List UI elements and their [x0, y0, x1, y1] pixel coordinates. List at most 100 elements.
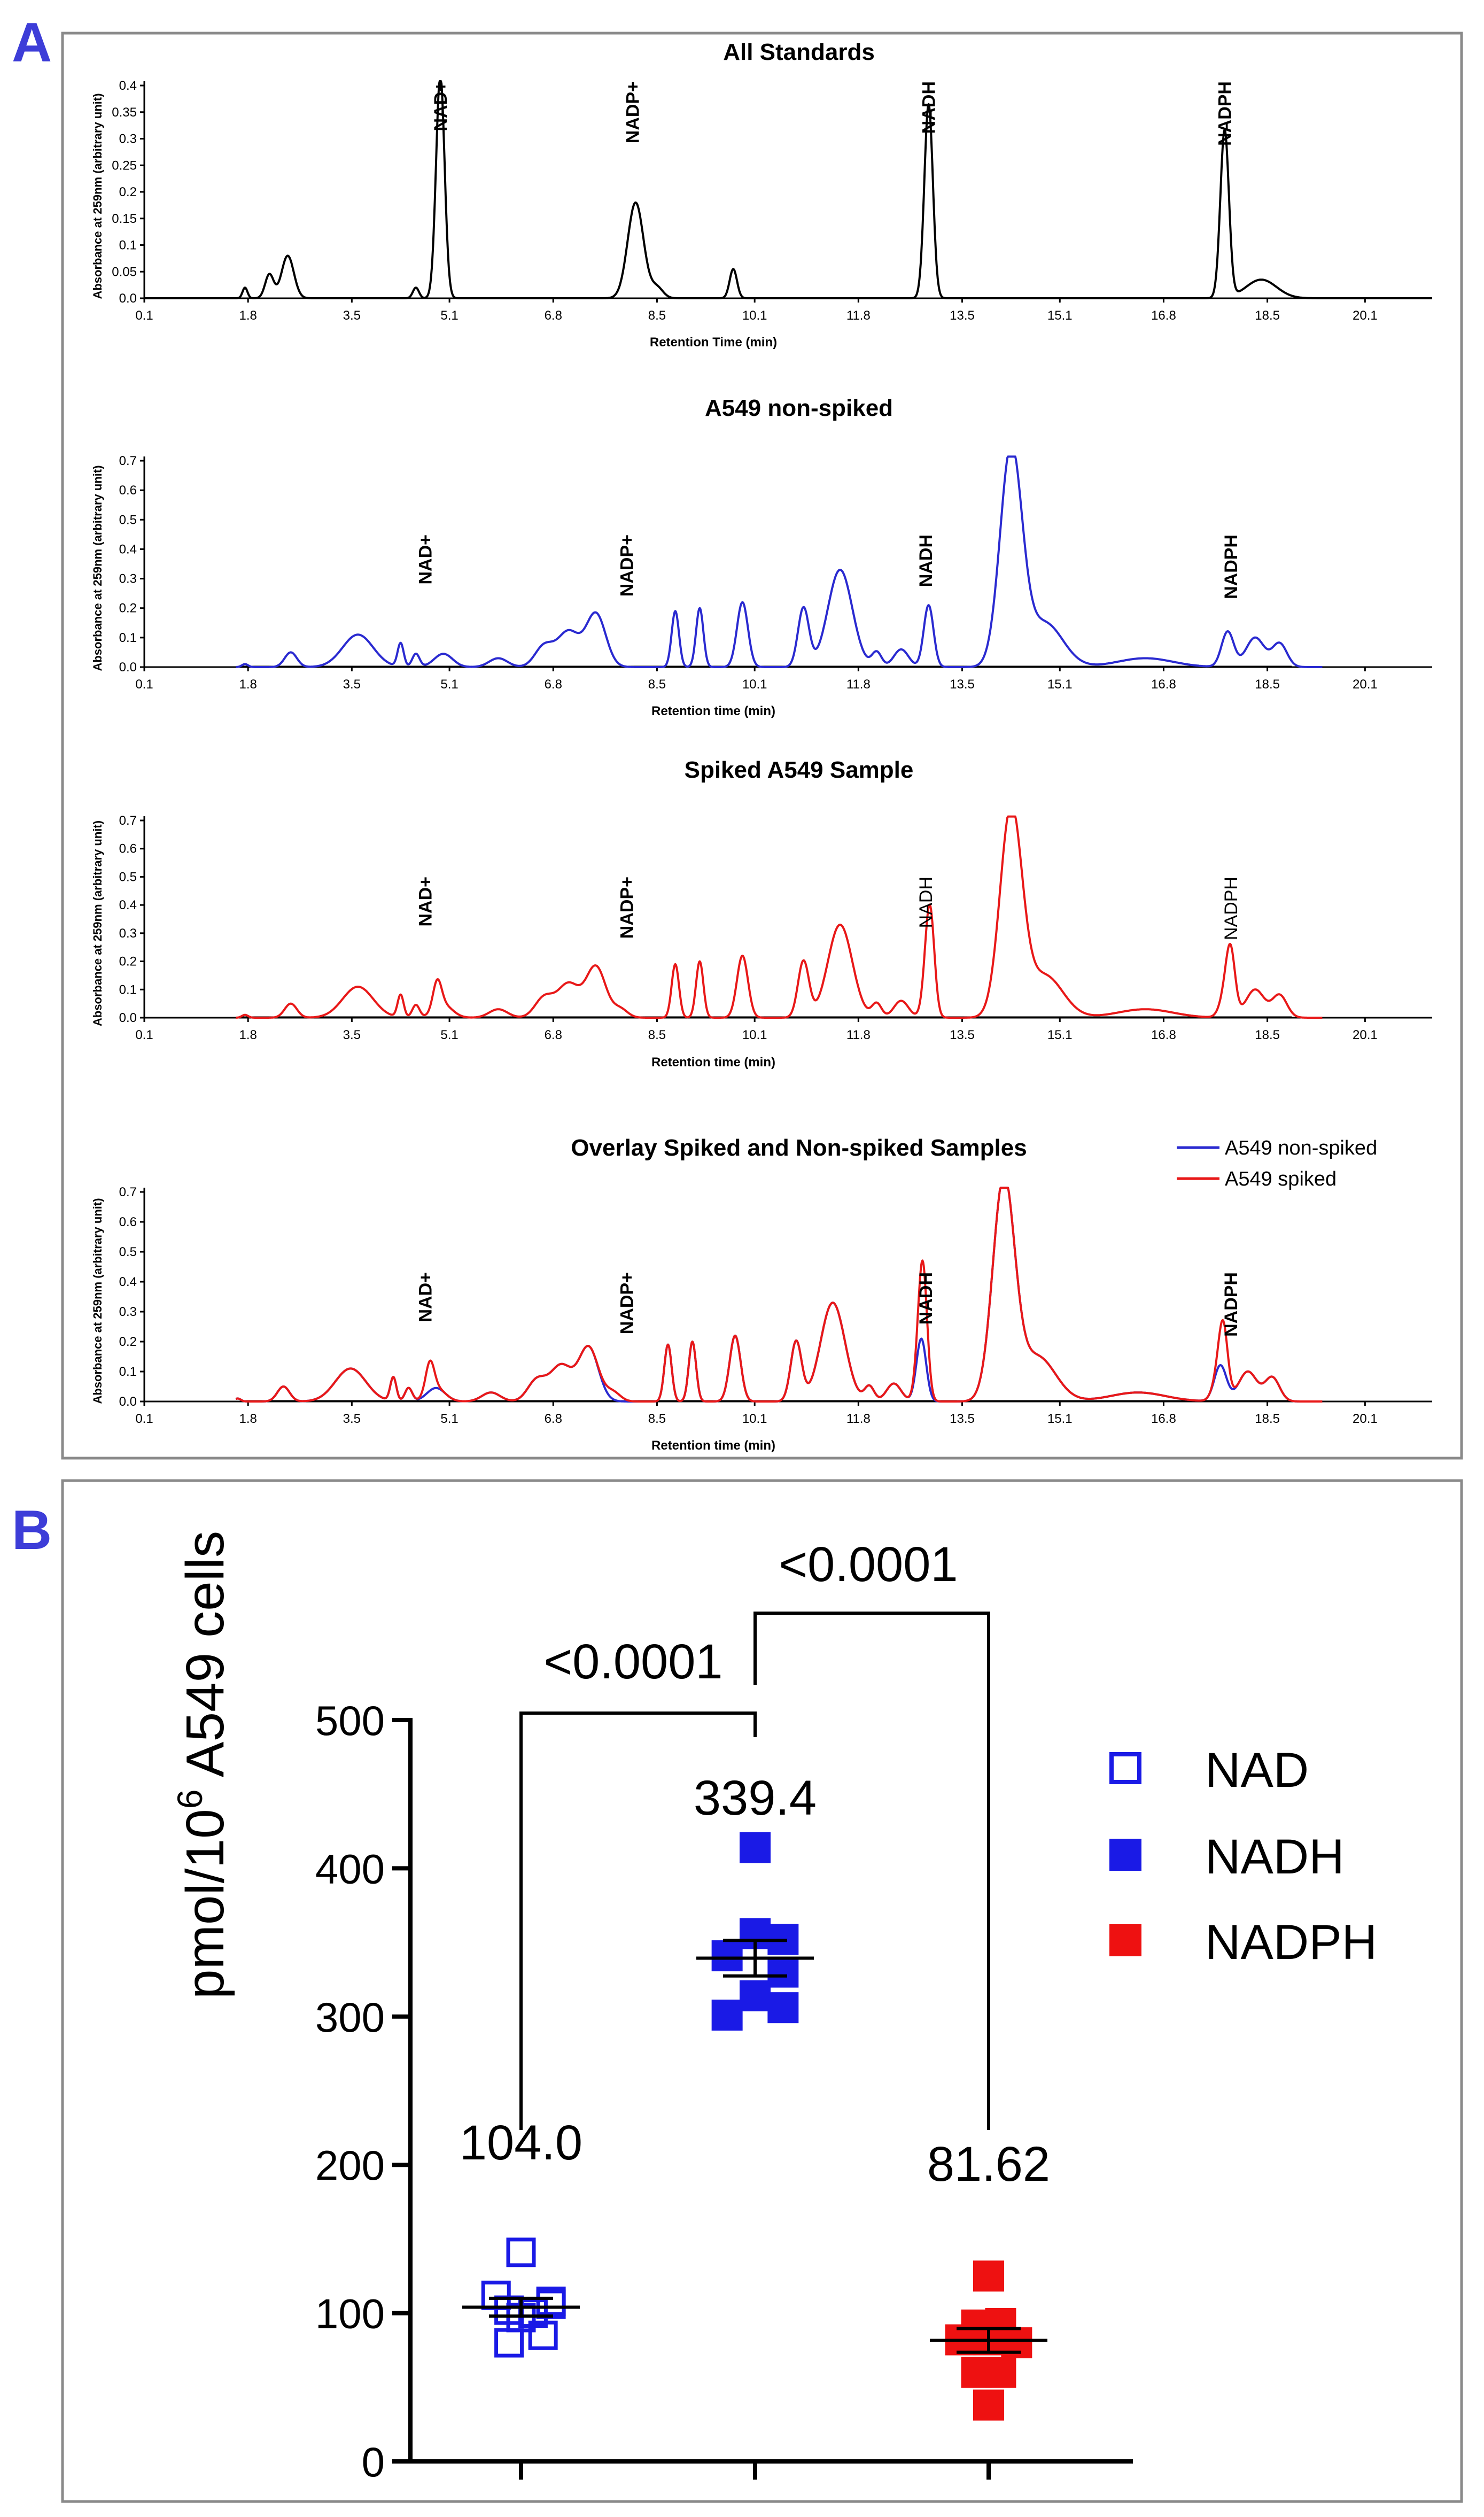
x-tick-label: 13.5 [950, 1412, 975, 1426]
comparison-bracket-nad-nadh [519, 1711, 757, 2130]
y-tick-label: 0.2 [119, 1335, 137, 1349]
data-point-nad [528, 2320, 558, 2350]
series-line-a549-spiked [235, 1187, 1323, 1403]
x-tick-label: 10.1 [742, 1412, 767, 1426]
data-point-nad [494, 2328, 524, 2358]
panel-a-frame [61, 32, 1463, 1460]
x-tick-label: 6.8 [545, 1412, 562, 1426]
legend-label-spiked: A549 spiked [1225, 1168, 1337, 1190]
x-tick-label: 16.8 [1151, 677, 1176, 692]
y-tick-label: 0.4 [119, 1275, 137, 1289]
x-axis-title: Retention time (min) [651, 704, 775, 718]
y-axis-title: Absorbance at 259nm (arbitrary unit) [91, 820, 104, 1026]
x-tick-label: 6.8 [545, 1028, 562, 1042]
b-y-tick-label: 200 [315, 2142, 385, 2189]
x-tick-label: 0.1 [135, 1028, 153, 1042]
x-tick-label: 18.5 [1255, 1412, 1280, 1426]
chromatogram-all-standards: All Standards 0.0 0.05 0.1 0.15 0.2 0.25 0.3 0.3… [91, 39, 1433, 350]
series-line-a549-non-spiked [235, 455, 1323, 668]
y-tick-label: 0.1 [119, 982, 137, 997]
x-tick-label: 1.8 [239, 677, 257, 692]
panel-b-frame [61, 1479, 1463, 2503]
x-axis-title: Retention time (min) [651, 1438, 775, 1453]
peak-label: NAD+ [415, 535, 436, 585]
data-point-nadh [711, 1940, 743, 1972]
y-axis-title: Absorbance at 259nm (arbitrary unit) [91, 465, 104, 671]
y-tick-label: 0.6 [119, 483, 137, 498]
x-tick-label: 6.8 [545, 677, 562, 692]
y-tick-label: 0.5 [119, 513, 137, 527]
x-tick-label: 1.8 [239, 1028, 257, 1042]
peak-label: NAD+ [415, 877, 436, 927]
data-point-nadh [767, 1992, 799, 2024]
x-tick-label: 20.1 [1353, 1412, 1378, 1426]
y-tick-label: 0.0 [119, 291, 137, 306]
y-tick-label: 0.1 [119, 631, 137, 645]
peak-label: NADP+ [617, 1272, 637, 1334]
ylabel-main: pmol/10 [175, 1809, 235, 1999]
y-tick-label: 0.6 [119, 842, 137, 856]
x-tick-label: 15.1 [1047, 308, 1073, 323]
x-tick-label: 8.5 [648, 677, 666, 692]
peak-label: NAD+ [415, 1272, 436, 1322]
y-tick-label: 0.7 [119, 814, 137, 828]
peak-label: NADP+ [617, 535, 637, 597]
peak-label: NADH [916, 877, 936, 928]
x-tick-label: 8.5 [648, 1412, 666, 1426]
y-tick-label: 0.0 [119, 660, 137, 675]
x-tick-label: 11.8 [846, 308, 871, 323]
ylabel-tail: A549 cells [175, 1531, 235, 1790]
y-tick-label: 0.4 [119, 79, 137, 93]
chromatogram-spiked-a549: Spiked A549 Sample 0.0 0.1 0.2 0.3 0.4 0.5 0.6 0… [91, 757, 1432, 1070]
series-line-a549-spiked [235, 815, 1323, 1019]
x-tick-label: 20.1 [1353, 308, 1378, 323]
scatter-quantification: 0100200300400500104.0339.481.62<0.0001<0… [315, 1537, 1133, 2485]
p-value-label: <0.0001 [543, 1635, 722, 1689]
chromatogram-overlay: Overlay Spiked and Non-spiked Samples 0.0… [91, 1135, 1432, 1453]
x-tick-label: 3.5 [343, 677, 361, 692]
series-line-a549-non-spiked [235, 1187, 1323, 1403]
x-tick-label: 0.1 [135, 1412, 153, 1426]
comparison-bracket-nadh-nadph [753, 1612, 990, 2130]
x-tick-label: 18.5 [1255, 1028, 1280, 1042]
series-line-all-standards [144, 80, 1433, 299]
peak-label: NADPH [1221, 1272, 1241, 1337]
y-axis-title: Absorbance at 259nm (arbitrary unit) [91, 93, 104, 299]
y-tick-label: 0.6 [119, 1215, 137, 1229]
x-tick-label: 10.1 [742, 1028, 767, 1042]
y-tick-label: 0.05 [112, 265, 137, 279]
x-tick-label: 8.5 [648, 308, 666, 323]
legend-label-nad: NAD [1205, 1743, 1309, 1798]
y-tick-label: 0.4 [119, 542, 137, 556]
x-tick-label: 16.8 [1151, 1028, 1176, 1042]
peak-label: NADH [916, 535, 936, 587]
b-y-tick-label: 0 [362, 2438, 385, 2485]
x-tick-label: 5.1 [440, 677, 458, 692]
y-tick-label: 0.3 [119, 926, 137, 941]
peak-label: NADPH [1221, 535, 1241, 599]
x-tick-label: 20.1 [1353, 1028, 1378, 1042]
b-y-tick-label: 500 [315, 1697, 385, 1744]
panel-b-legend: NAD NADH NADPH [1109, 1743, 1377, 1970]
legend-label-non-spiked: A549 non-spiked [1225, 1137, 1377, 1159]
x-tick-label: 11.8 [846, 677, 871, 692]
chart-title: A549 non-spiked [705, 395, 893, 421]
x-tick-label: 15.1 [1047, 1412, 1073, 1426]
y-tick-label: 0.15 [112, 212, 137, 226]
x-tick-label: 1.8 [239, 308, 257, 323]
chart-title: All Standards [723, 39, 875, 65]
y-tick-label: 0.3 [119, 572, 137, 586]
x-axis-title: Retention Time (min) [650, 335, 777, 350]
x-tick-label: 3.5 [343, 308, 361, 323]
chart-title: Spiked A549 Sample [685, 757, 914, 783]
peak-label: NAD+ [431, 81, 451, 131]
x-tick-label: 3.5 [343, 1412, 361, 1426]
data-point-nadph [973, 2389, 1004, 2421]
x-tick-label: 11.8 [846, 1028, 871, 1042]
peak-label: NADPH [1221, 877, 1241, 940]
peak-label: NADH [916, 1272, 936, 1325]
y-tick-label: 0.5 [119, 1245, 137, 1259]
mean-value-label: 81.62 [927, 2137, 1050, 2191]
ylabel-superscript: 6 [170, 1790, 209, 1809]
